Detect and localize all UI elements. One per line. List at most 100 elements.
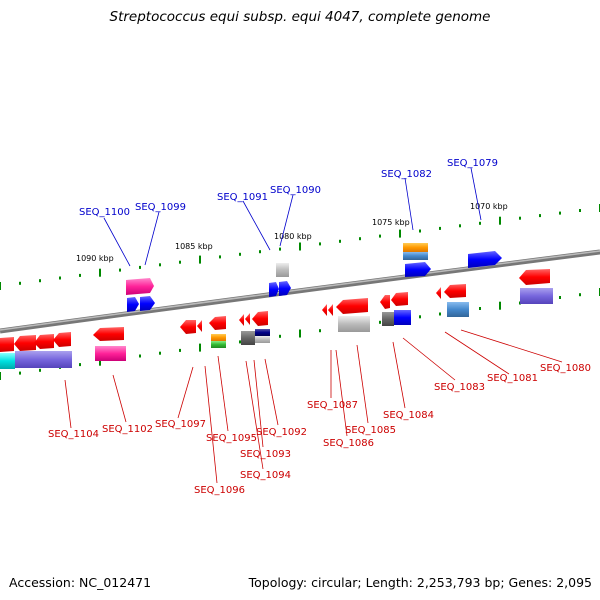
gene-seq-1100[interactable] [126, 278, 154, 295]
gene-label-seq-1085[interactable]: SEQ_1085 [345, 425, 396, 436]
scale-tick-minor [579, 293, 581, 297]
gene-label-seq-1079[interactable]: SEQ_1079 [447, 158, 498, 169]
scale-tick-minor [439, 312, 441, 316]
scale-tick-minor [379, 320, 381, 324]
map-title: Streptococcus equi subsp. equi 4047, com… [109, 9, 491, 25]
scale-tick-minor [59, 276, 61, 280]
gene-seq-1094[interactable] [239, 314, 244, 326]
gene-seq-1082-blue[interactable] [405, 262, 431, 277]
gene-seq-1085-gray[interactable] [338, 316, 370, 332]
gene-seq-1104-red-1[interactable] [0, 337, 14, 352]
scale-tick-minor [39, 279, 41, 283]
gene-seq-1079[interactable] [468, 251, 502, 268]
scale-tick-minor [79, 363, 81, 367]
gene-seq-1093[interactable] [245, 313, 250, 325]
gene-seq-1099-b[interactable] [140, 296, 155, 311]
gene-seq-1092-navy[interactable] [255, 329, 270, 336]
scale-tick-minor [219, 255, 221, 259]
gene-seq-1104-violet[interactable] [15, 351, 72, 368]
gene-seq-1087-b[interactable] [328, 304, 333, 316]
gene-seq-1097-b[interactable] [197, 320, 202, 332]
scale-tick-minor [179, 260, 181, 264]
gene-seq-1104-cyan[interactable] [0, 353, 15, 369]
gene-label-seq-1093[interactable]: SEQ_1093 [240, 449, 291, 460]
gene-label-seq-1083[interactable]: SEQ_1083 [434, 382, 485, 393]
gene-label-seq-1099[interactable]: SEQ_1099 [135, 202, 186, 213]
gene-label-seq-1097[interactable]: SEQ_1097 [155, 419, 206, 430]
scale-tick-major [499, 301, 501, 310]
gene-label-seq-1081[interactable]: SEQ_1081 [487, 373, 538, 384]
gene-seq-1080-red[interactable] [519, 269, 550, 285]
gene-seq-1104-red-4[interactable] [53, 332, 71, 347]
scale-tick-minor [259, 250, 261, 254]
gene-label-seq-1084[interactable]: SEQ_1084 [383, 410, 434, 421]
genes-forward-strand [126, 243, 502, 312]
gene-label-seq-1100[interactable]: SEQ_1100 [79, 207, 130, 218]
scale-tick-major [0, 282, 1, 290]
gene-label-seq-1095[interactable]: SEQ_1095 [206, 433, 257, 444]
gene-seq-1083-red[interactable] [444, 284, 466, 298]
scale-label-1075: 1075 kbp [372, 218, 410, 227]
gene-label-seq-1102[interactable]: SEQ_1102 [102, 424, 153, 435]
gene-seq-1104-red-3[interactable] [34, 334, 54, 349]
scale-tick-minor [319, 329, 321, 333]
gene-seq-1092-gray[interactable] [255, 336, 270, 343]
gene-seq-1087-a[interactable] [322, 304, 327, 316]
scale-tick-minor [39, 368, 41, 372]
scale-tick-minor [419, 315, 421, 319]
genome-backbone-highlight [0, 250, 600, 331]
gene-seq-1095-red[interactable] [209, 316, 226, 330]
scale-tick-minor [139, 354, 141, 358]
gene-label-seq-1082[interactable]: SEQ_1082 [381, 169, 432, 180]
gene-label-seq-1090[interactable]: SEQ_1090 [270, 185, 321, 196]
scale-tick-major [99, 357, 101, 366]
gene-label-seq-1086[interactable]: SEQ_1086 [323, 438, 374, 449]
gene-seq-1082-orange[interactable] [403, 243, 428, 252]
gene-seq-1091[interactable] [276, 263, 289, 277]
scale-tick-minor [559, 211, 561, 215]
gene-seq-1095-green[interactable] [211, 341, 226, 348]
scale-tick-minor [359, 237, 361, 241]
gene-label-seq-1091[interactable]: SEQ_1091 [217, 192, 268, 203]
scale-tick-minor [159, 351, 161, 355]
gene-label-seq-1080[interactable]: SEQ_1080 [540, 363, 591, 374]
gene-seq-1102-magenta[interactable] [95, 346, 126, 361]
gene-seq-1081-steel[interactable] [447, 302, 469, 317]
gene-seq-1090-b[interactable] [279, 281, 291, 296]
scale-tick-minor [479, 307, 481, 310]
scale-tick-minor [439, 226, 441, 230]
gene-seq-1084-b[interactable] [391, 292, 408, 306]
gene-seq-1090-a[interactable] [269, 282, 279, 297]
gene-seq-1097-a[interactable] [180, 320, 196, 334]
gene-seq-1084-a[interactable] [380, 295, 390, 309]
scale-tick-minor [179, 348, 181, 352]
scale-tick-minor [379, 234, 381, 238]
topology-text: Topology: circular; Length: 2,253,793 bp… [248, 575, 592, 590]
gene-seq-1083-tri[interactable] [436, 287, 441, 299]
accession-text: Accession: NC_012471 [9, 575, 152, 590]
gene-seq-1082-steel[interactable] [403, 252, 428, 260]
gene-label-seq-1094[interactable]: SEQ_1094 [240, 470, 291, 481]
gene-seq-1102-red[interactable] [93, 327, 124, 341]
gene-seq-1104-red-2[interactable] [14, 335, 36, 351]
gene-label-seq-1096[interactable]: SEQ_1096 [194, 485, 245, 496]
scale-tick-minor [139, 265, 141, 269]
gene-seq-1084-dark[interactable] [382, 312, 394, 326]
gene-label-seq-1087[interactable]: SEQ_1087 [307, 400, 358, 411]
gene-seq-1080-violet[interactable] [520, 288, 553, 304]
gene-seq-1099-a[interactable] [127, 297, 139, 312]
gene-seq-1095-orange[interactable] [211, 334, 226, 341]
gene-label-seq-1104[interactable]: SEQ_1104 [48, 429, 99, 440]
gene-seq-1094-dark[interactable] [241, 331, 255, 345]
scale-tick-minor [579, 209, 581, 212]
scale-tick-minor [279, 334, 281, 338]
genes-reverse-strand [0, 269, 553, 369]
gene-seq-1085-red[interactable] [336, 298, 368, 314]
gene-label-seq-1092[interactable]: SEQ_1092 [256, 427, 307, 438]
gene-seq-1083-blue[interactable] [394, 310, 411, 325]
scale-tick-major [199, 343, 201, 352]
scale-tick-minor [79, 273, 81, 277]
scale-tick-major [299, 329, 301, 338]
gene-seq-1092-red[interactable] [252, 311, 268, 326]
